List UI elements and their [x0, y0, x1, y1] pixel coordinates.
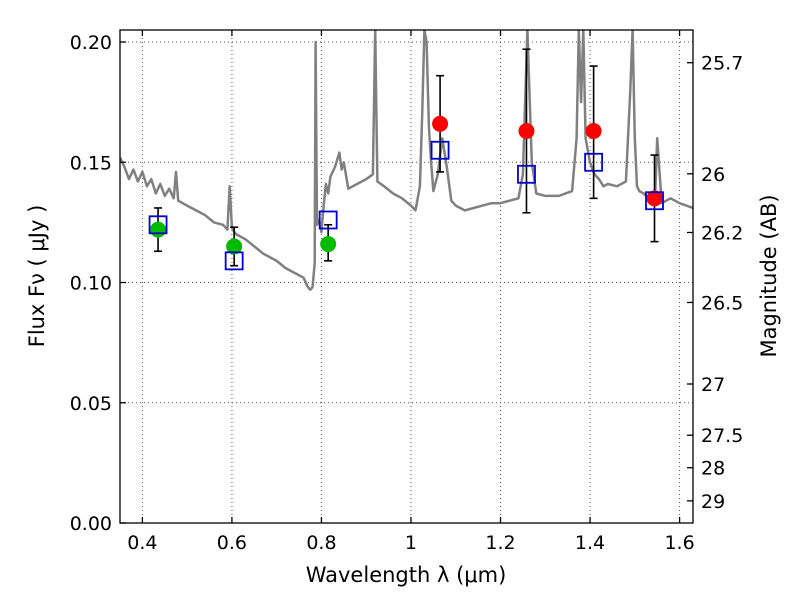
model-photometry-square — [430, 140, 450, 160]
y-tick-label: 0.00 — [70, 513, 112, 535]
plot-frame — [119, 29, 694, 524]
x-tick-label: 1.6 — [664, 532, 694, 554]
y2-tick-label: 27.5 — [701, 425, 743, 447]
x-axis-label: Wavelength λ (μm) — [306, 563, 507, 587]
model-photometry-square — [517, 164, 536, 184]
green-data-point — [320, 236, 337, 253]
x-tick-label: 0.6 — [217, 532, 247, 554]
red-data-point — [518, 123, 535, 140]
data-markers — [148, 48, 664, 271]
x-tick-label: 0.8 — [306, 532, 336, 554]
green-data-point — [150, 221, 167, 238]
x-tick-label: 0.4 — [127, 532, 157, 554]
x-tick-label: 1 — [405, 532, 417, 554]
red-data-point — [432, 115, 449, 132]
x-tick-label: 1.4 — [575, 532, 605, 554]
model-photometry-square — [148, 215, 168, 235]
y2-tick-label: 26 — [701, 164, 725, 186]
model-spectrum-line — [120, 30, 693, 291]
y2-tick-label: 27 — [701, 374, 725, 396]
axis-ticks: 0.4 0.6 0.8 1 1.2 1.4 1.6 0.00 0.05 0.10 0.15 0.20 2… — [70, 30, 743, 554]
y2-tick-label: 25.7 — [701, 53, 743, 75]
y2-axis-label: Magnitude (AB) — [757, 194, 781, 357]
y-tick-label: 0.10 — [70, 273, 112, 295]
y2-tick-label: 26.5 — [701, 292, 743, 314]
y-axis-label: Flux Fν ( μJy ) — [25, 205, 49, 348]
red-data-point — [585, 123, 602, 140]
y-tick-label: 0.15 — [70, 152, 112, 174]
y-tick-label: 0.20 — [70, 32, 112, 54]
y2-tick-label: 26.2 — [701, 222, 743, 244]
green-data-point — [226, 238, 243, 255]
plot-area — [120, 30, 693, 291]
red-data-point — [646, 190, 663, 207]
y-tick-label: 0.05 — [70, 393, 112, 415]
x-tick-label: 1.2 — [485, 532, 515, 554]
model-photometry-square — [318, 210, 338, 230]
y2-tick-label: 28 — [701, 458, 725, 480]
model-photometry-square — [584, 152, 604, 172]
grid-lines — [120, 30, 693, 524]
model-photometry-square — [645, 191, 664, 211]
model-photometry-square — [224, 251, 244, 271]
y2-tick-label: 29 — [701, 491, 725, 513]
